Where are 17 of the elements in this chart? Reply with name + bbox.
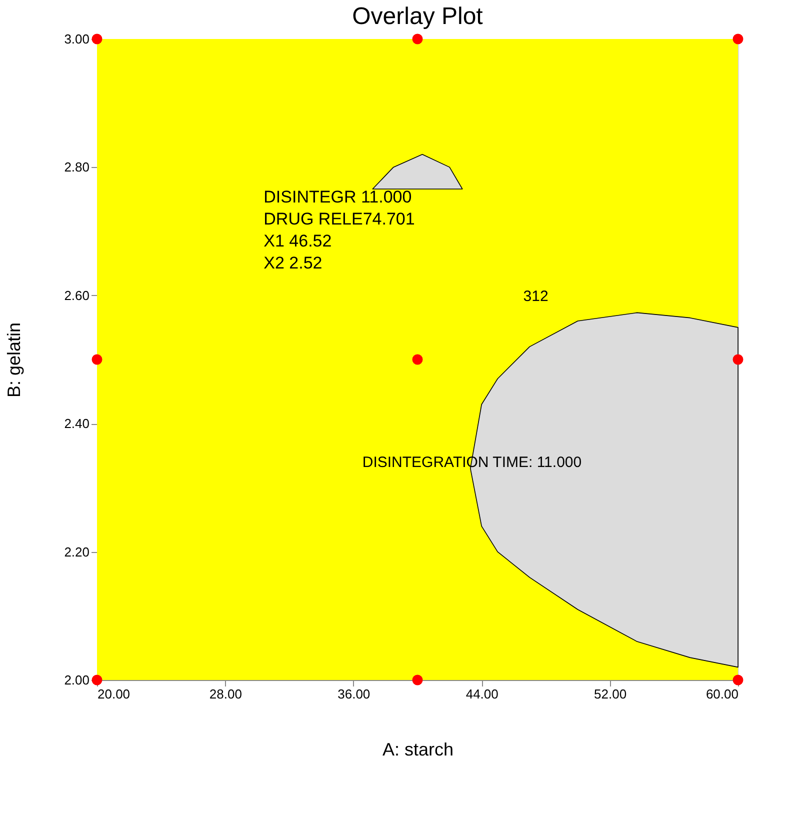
annotation: DISINTEGR 11.000 DRUG RELE74.701 X1 46.52 X2 2.52	[264, 188, 415, 273]
y-tick-label: 2.60	[64, 288, 90, 303]
x-tick-label: 36.00	[338, 686, 370, 702]
x-tick-label: 44.00	[466, 686, 498, 702]
y-tick-label: 2.80	[64, 160, 90, 175]
chart-title: Overlay Plot	[352, 3, 484, 30]
y-axis-title: B: gelatin	[4, 322, 24, 398]
y-tick-label: 3.00	[64, 32, 90, 46]
x-axis-title: A: starch	[382, 740, 454, 760]
x-tick-label: 28.00	[209, 686, 242, 702]
y-tick-label: 2.20	[64, 544, 90, 560]
x-tick-label: 60.00	[706, 686, 738, 702]
y-tick-label: 2.00	[64, 672, 90, 688]
x-tick-label: 52.00	[594, 686, 627, 702]
y-tick-label: 2.40	[64, 416, 90, 432]
x-tick-label: 20.00	[98, 686, 130, 702]
annotation: 312	[523, 288, 548, 305]
